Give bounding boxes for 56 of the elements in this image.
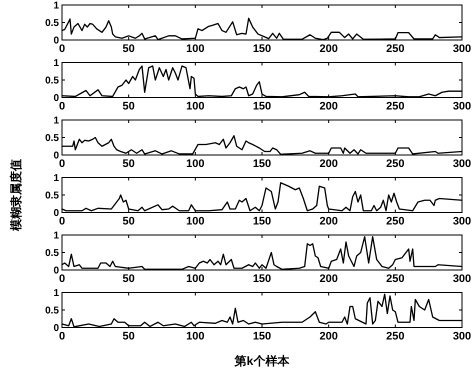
y-tick-label: 0	[53, 150, 60, 162]
x-tick-label: 200	[319, 330, 338, 342]
x-tick-label: 300	[452, 43, 472, 55]
y-tick-label: 0.5	[45, 306, 60, 316]
y-tick-label: 0.5	[45, 190, 60, 202]
y-tick-label: 1	[53, 288, 60, 299]
y-tick-label: 0.5	[45, 248, 60, 259]
x-tick-label: 300	[452, 100, 472, 112]
x-tick-label: 300	[452, 216, 472, 228]
x-tick-label: 300	[452, 158, 472, 170]
x-tick-label: 100	[186, 273, 205, 285]
x-tick-label: 250	[386, 273, 405, 285]
x-tick-label: 300	[452, 330, 472, 342]
y-tick-label: 1	[53, 58, 60, 69]
x-tick-label: 50	[122, 273, 135, 285]
y-tick-label: 1	[53, 116, 60, 126]
y-tick-label: 0	[53, 208, 60, 219]
x-tick-label: 200	[319, 43, 338, 55]
y-tick-label: 0.5	[45, 18, 60, 29]
x-tick-label: 150	[252, 216, 272, 228]
x-tick-label: 150	[252, 100, 272, 112]
y-tick-label: 0	[53, 323, 60, 334]
x-tick-label: 150	[252, 273, 272, 285]
x-tick-label: 100	[186, 100, 205, 112]
x-tick-label: 50	[122, 158, 135, 170]
x-tick-label: 50	[122, 330, 135, 342]
x-tick-label: 300	[452, 273, 472, 285]
y-tick-label: 0.5	[45, 133, 60, 144]
x-tick-label: 150	[252, 43, 272, 55]
x-tick-label: 150	[252, 330, 272, 342]
y-tick-label: 1	[53, 173, 60, 184]
x-tick-label: 250	[386, 43, 405, 55]
x-tick-label: 250	[386, 100, 405, 112]
x-axis-title: 第k个样本	[234, 354, 290, 368]
y-tick-label: 0	[53, 36, 60, 46]
x-tick-label: 250	[386, 330, 405, 342]
x-tick-label: 50	[122, 100, 135, 112]
y-axis-title: 模糊隶属度值	[9, 159, 23, 232]
x-tick-label: 100	[186, 43, 205, 55]
x-tick-label: 200	[319, 158, 338, 170]
y-tick-label: 0	[53, 266, 60, 276]
x-tick-label: 100	[186, 158, 205, 170]
x-tick-label: 200	[319, 273, 338, 285]
x-tick-label: 250	[386, 158, 405, 170]
y-tick-label: 0.5	[45, 76, 60, 86]
x-tick-label: 50	[122, 216, 135, 228]
y-tick-label: 0	[53, 93, 60, 104]
x-tick-label: 50	[122, 43, 135, 55]
x-tick-label: 150	[252, 158, 272, 170]
x-tick-label: 200	[319, 216, 338, 228]
x-tick-label: 100	[186, 330, 205, 342]
x-tick-label: 200	[319, 100, 338, 112]
y-tick-label: 1	[53, 230, 60, 242]
x-tick-label: 250	[386, 216, 405, 228]
x-tick-label: 100	[186, 216, 205, 228]
y-tick-label: 1	[53, 0, 60, 12]
